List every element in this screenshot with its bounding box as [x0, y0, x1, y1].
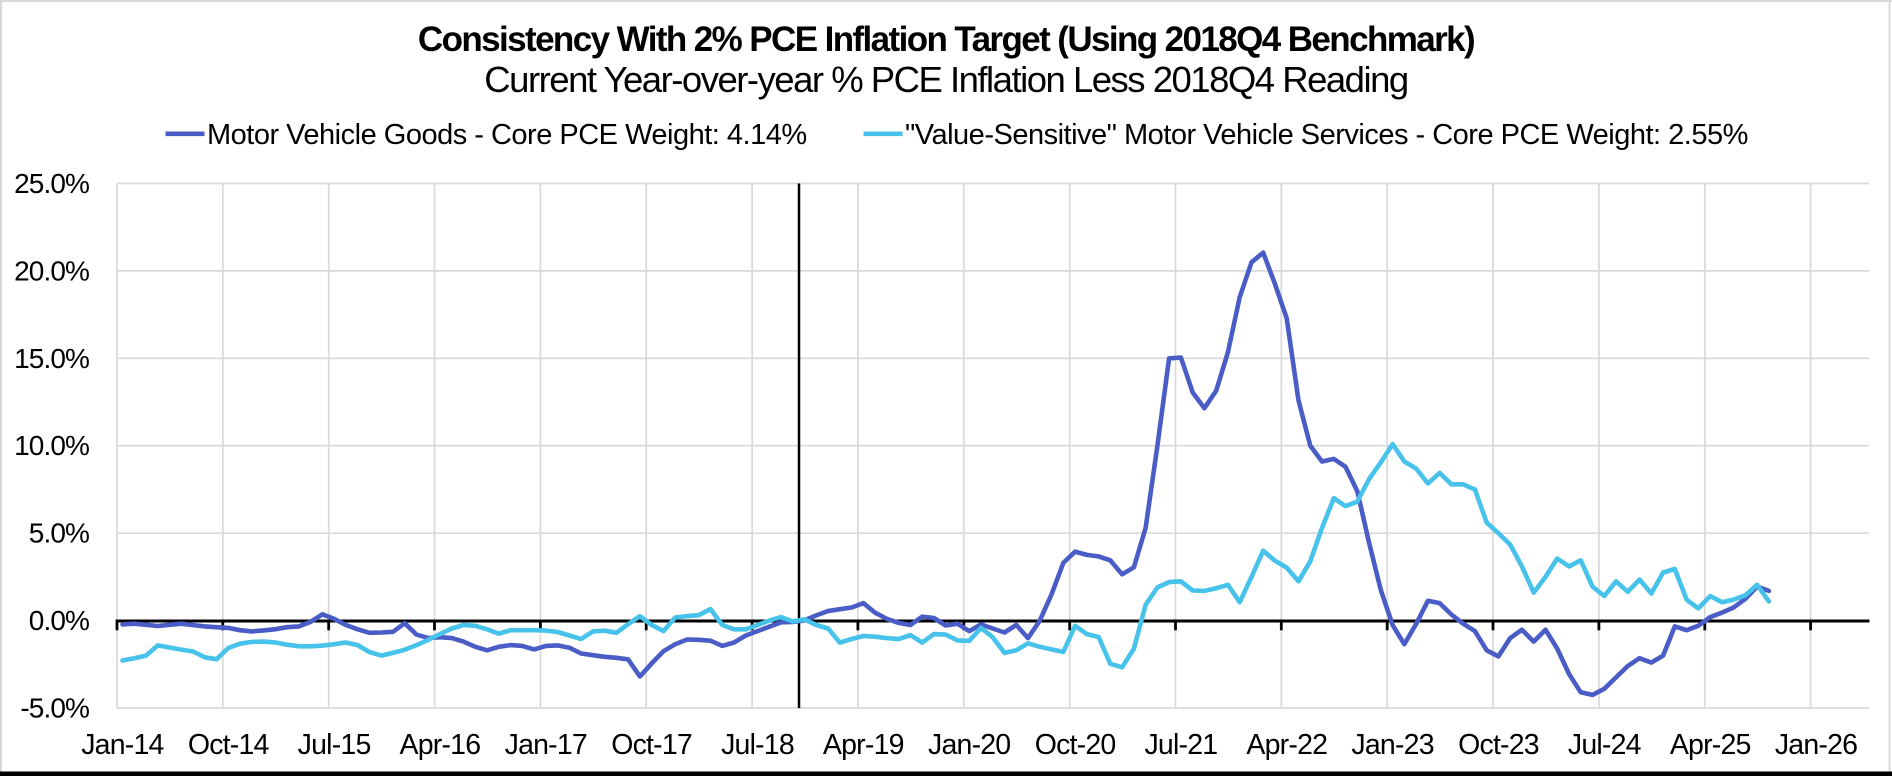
svg-text:0.0%: 0.0% [29, 605, 89, 636]
svg-text:Oct-23: Oct-23 [1458, 729, 1539, 761]
svg-text:Jan-23: Jan-23 [1351, 729, 1433, 761]
svg-text:Jul-21: Jul-21 [1144, 729, 1217, 761]
svg-text:Jul-18: Jul-18 [721, 729, 794, 761]
svg-text:Apr-22: Apr-22 [1246, 729, 1327, 761]
svg-text:Jul-24: Jul-24 [1568, 729, 1642, 761]
svg-text:Oct-20: Oct-20 [1035, 729, 1116, 761]
svg-text:10.0%: 10.0% [14, 430, 89, 461]
svg-text:Jan-26: Jan-26 [1775, 729, 1857, 761]
svg-text:Apr-25: Apr-25 [1670, 729, 1751, 761]
svg-text:Consistency With 2% PCE Inflat: Consistency With 2% PCE Inflation Target… [418, 20, 1474, 59]
svg-text:5.0%: 5.0% [29, 518, 89, 549]
svg-text:Jul-15: Jul-15 [298, 729, 371, 761]
svg-text:-5.0%: -5.0% [20, 693, 89, 724]
svg-text:Apr-16: Apr-16 [400, 729, 481, 761]
svg-text:Motor Vehicle Goods - Core PCE: Motor Vehicle Goods - Core PCE Weight: 4… [207, 119, 807, 151]
svg-text:25.0%: 25.0% [14, 168, 89, 199]
svg-text:20.0%: 20.0% [14, 255, 89, 286]
svg-text:Oct-17: Oct-17 [611, 729, 692, 761]
svg-text:"Value-Sensitive" Motor Vehicl: "Value-Sensitive" Motor Vehicle Services… [905, 119, 1748, 151]
svg-text:Oct-14: Oct-14 [188, 729, 270, 761]
svg-text:15.0%: 15.0% [14, 343, 89, 374]
svg-text:Current Year-over-year % PCE I: Current Year-over-year % PCE Inflation L… [484, 59, 1407, 100]
svg-text:Jan-14: Jan-14 [81, 729, 164, 761]
svg-text:Jan-20: Jan-20 [928, 729, 1010, 761]
svg-text:Apr-19: Apr-19 [823, 729, 904, 761]
svg-text:Jan-17: Jan-17 [505, 729, 587, 761]
